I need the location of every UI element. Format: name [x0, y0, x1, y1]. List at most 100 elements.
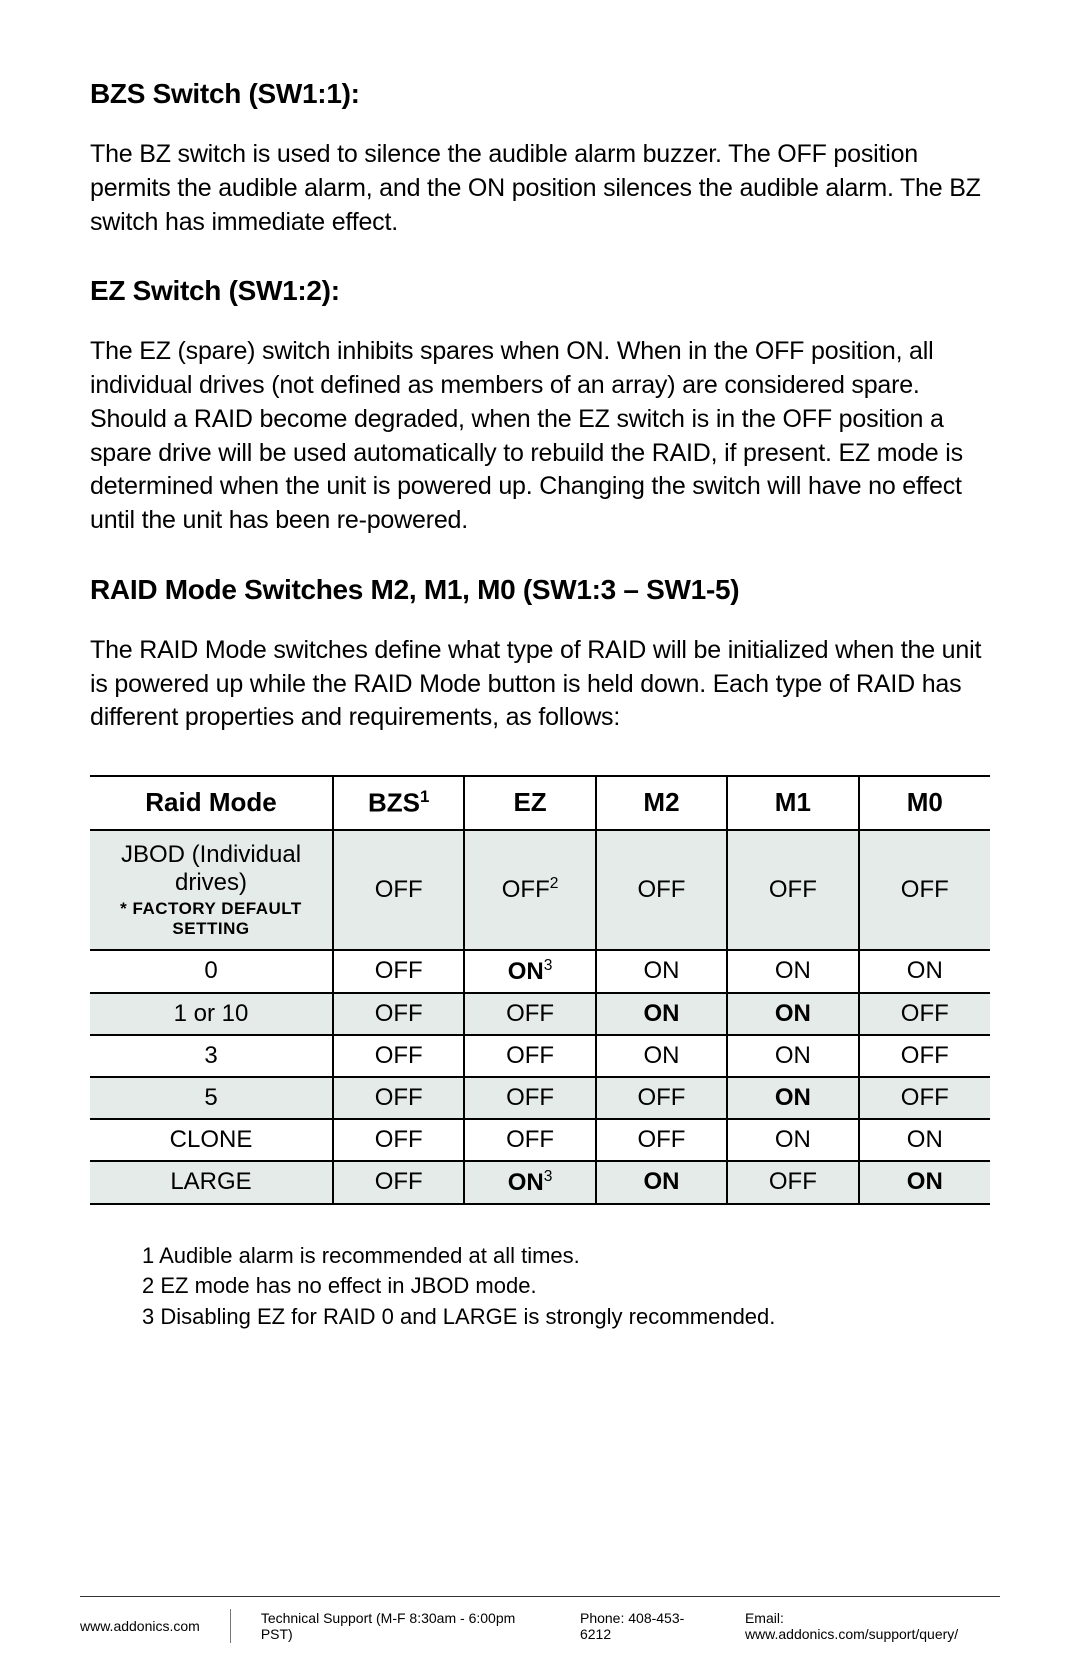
cell-value: OFF: [375, 1000, 423, 1027]
th-m0: M0: [859, 776, 990, 830]
th-ez: EZ: [464, 776, 595, 830]
page-footer: www.addonics.com Technical Support (M-F …: [0, 1609, 1080, 1643]
footer-support: Technical Support (M-F 8:30am - 6:00pm P…: [261, 1610, 550, 1642]
mode-label: JBOD (Individual drives): [100, 841, 322, 897]
cell-value: OFF: [375, 1042, 423, 1069]
mode-label: 1 or 10: [100, 1000, 322, 1028]
cell-value: ON: [643, 957, 679, 984]
paragraph-ez: The EZ (spare) switch inhibits spares wh…: [90, 335, 990, 538]
cell-bzs: OFF: [333, 830, 464, 950]
footer-phone: Phone: 408-453-6212: [580, 1610, 715, 1642]
footnote-1: 1 Audible alarm is recommended at all ti…: [142, 1241, 990, 1272]
cell-value: ON: [775, 1000, 811, 1027]
cell-m2: ON: [596, 1035, 727, 1077]
mode-label: LARGE: [100, 1168, 322, 1196]
cell-m2: ON: [596, 993, 727, 1035]
heading-bzs: BZS Switch (SW1:1):: [90, 78, 990, 110]
mode-label: 3: [100, 1042, 322, 1070]
cell-mode: 5: [90, 1077, 333, 1119]
cell-value: OFF: [901, 1000, 949, 1027]
table-row: 5 OFF OFF OFF ON OFF: [90, 1077, 990, 1119]
cell-m2: OFF: [596, 1077, 727, 1119]
paragraph-raid: The RAID Mode switches define what type …: [90, 634, 990, 735]
cell-bzs: OFF: [333, 1035, 464, 1077]
th-bzs-sup: 1: [420, 787, 429, 806]
th-mode: Raid Mode: [90, 776, 333, 830]
cell-mode: 0: [90, 950, 333, 993]
cell-value: ON: [643, 1042, 679, 1069]
footer-divider: [80, 1596, 1000, 1597]
cell-value: OFF: [769, 1168, 817, 1195]
page-content: BZS Switch (SW1:1): The BZ switch is use…: [0, 0, 1080, 1333]
table-row: 3OFFOFFONONOFF: [90, 1035, 990, 1077]
mode-label: CLONE: [100, 1126, 322, 1154]
cell-value: OFF: [506, 1126, 554, 1153]
mode-label: 0: [100, 957, 322, 985]
mode-label: 5: [100, 1084, 322, 1112]
cell-bzs: OFF: [333, 1119, 464, 1161]
table-row: JBOD (Individual drives)* FACTORY DEFAUL…: [90, 830, 990, 950]
cell-m0: OFF: [859, 1035, 990, 1077]
cell-value: ON: [508, 958, 544, 985]
cell-ez: OFF: [464, 1119, 595, 1161]
cell-m2: OFF: [596, 1119, 727, 1161]
footer-website: www.addonics.com: [80, 1618, 200, 1634]
cell-value: OFF: [901, 1084, 949, 1111]
mode-sublabel: * FACTORY DEFAULT SETTING: [100, 899, 322, 939]
cell-ez: OFF2: [464, 830, 595, 950]
table-row: 0OFFON3ONONON: [90, 950, 990, 993]
cell-m1: OFF: [727, 1161, 858, 1204]
th-bzs: BZS1: [333, 776, 464, 830]
paragraph-bzs: The BZ switch is used to silence the aud…: [90, 138, 990, 239]
cell-value: ON: [775, 957, 811, 984]
th-m1: M1: [727, 776, 858, 830]
cell-m2: OFF: [596, 830, 727, 950]
cell-value: ON: [775, 1084, 811, 1111]
cell-value: OFF: [506, 1000, 554, 1027]
cell-value: OFF: [375, 957, 423, 984]
cell-m0: OFF: [859, 1077, 990, 1119]
cell-m0: ON: [859, 1161, 990, 1204]
cell-value: ON: [643, 1168, 679, 1195]
cell-m2: ON: [596, 1161, 727, 1204]
footer-separator: [230, 1609, 231, 1643]
cell-value: OFF: [375, 1126, 423, 1153]
heading-raid: RAID Mode Switches M2, M1, M0 (SW1:3 – S…: [90, 574, 990, 606]
cell-bzs: OFF: [333, 950, 464, 993]
footer-email: Email: www.addonics.com/support/query/: [745, 1610, 1000, 1642]
cell-bzs: OFF: [333, 1077, 464, 1119]
raid-mode-table-container: Raid Mode BZS1 EZ M2 M1 M0 JBOD (Individ…: [90, 775, 990, 1205]
cell-bzs: OFF: [333, 1161, 464, 1204]
cell-mode: 1 or 10: [90, 993, 333, 1035]
cell-m0: ON: [859, 1119, 990, 1161]
cell-bzs: OFF: [333, 993, 464, 1035]
cell-value: OFF: [637, 876, 685, 903]
cell-ez: ON3: [464, 950, 595, 993]
heading-ez: EZ Switch (SW1:2):: [90, 275, 990, 307]
cell-value: ON: [508, 1169, 544, 1196]
cell-ez: OFF: [464, 993, 595, 1035]
footnote-3: 3 Disabling EZ for RAID 0 and LARGE is s…: [142, 1302, 990, 1333]
table-header-row: Raid Mode BZS1 EZ M2 M1 M0: [90, 776, 990, 830]
cell-sup: 3: [544, 957, 553, 974]
table-row: LARGEOFFON3ONOFFON: [90, 1161, 990, 1204]
table-row: 1 or 10 OFF OFF ON ON OFF: [90, 993, 990, 1035]
th-bzs-text: BZS: [368, 788, 420, 818]
cell-m2: ON: [596, 950, 727, 993]
cell-ez: OFF: [464, 1077, 595, 1119]
cell-value: ON: [907, 957, 943, 984]
footnote-2: 2 EZ mode has no effect in JBOD mode.: [142, 1271, 990, 1302]
cell-value: OFF: [375, 1084, 423, 1111]
cell-value: ON: [775, 1126, 811, 1153]
cell-ez: OFF: [464, 1035, 595, 1077]
cell-value: OFF: [901, 1042, 949, 1069]
cell-value: OFF: [506, 1084, 554, 1111]
cell-sup: 3: [544, 1168, 553, 1185]
cell-value: OFF: [637, 1126, 685, 1153]
footnotes: 1 Audible alarm is recommended at all ti…: [90, 1241, 990, 1333]
cell-value: ON: [907, 1126, 943, 1153]
cell-m1: ON: [727, 993, 858, 1035]
cell-ez: ON3: [464, 1161, 595, 1204]
cell-value: OFF: [502, 876, 550, 903]
cell-sup: 2: [550, 875, 559, 892]
